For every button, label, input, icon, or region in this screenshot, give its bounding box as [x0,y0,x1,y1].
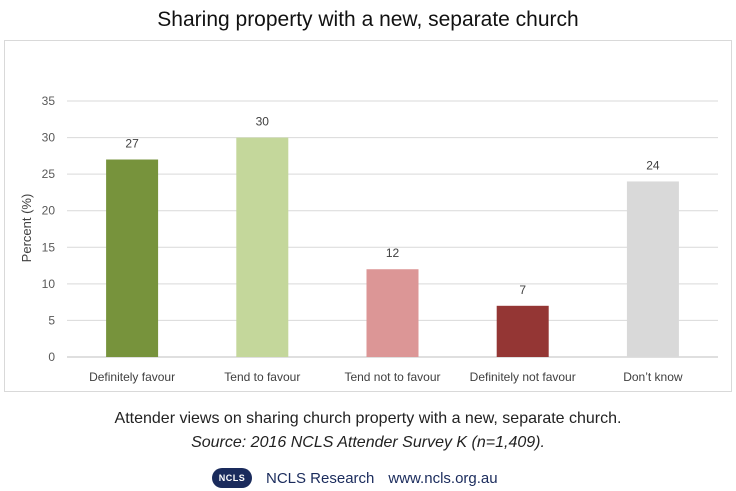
y-tick-label: 15 [42,240,56,254]
data-label: 27 [125,137,139,151]
figure-source: Source: 2016 NCLS Attender Survey K (n=1… [191,434,545,451]
x-tick-label: Definitely not favour [470,370,576,384]
chart-frame [4,40,732,392]
data-label: 30 [256,115,270,129]
ncls-logo: NCLS [212,468,252,488]
y-tick-label: 10 [42,277,56,291]
bar [106,159,159,357]
figure-caption: Attender views on sharing church propert… [114,410,622,427]
bar [366,269,419,357]
bars [106,137,679,357]
x-tick-labels: Definitely favour Tend to favour Tend not … [89,370,683,384]
data-labels: 27 30 12 7 24 [125,115,659,297]
y-tick-label: 20 [42,204,56,218]
bar-chart: 0 5 10 15 20 25 30 35 27 30 12 7 24 Definitely favo… [19,94,718,384]
y-tick-label: 0 [48,350,55,364]
bar [626,181,679,357]
data-label: 7 [519,283,526,297]
x-tick-label: Tend to favour [224,370,300,384]
bar [236,137,289,357]
chart-title: Sharing property with a new, separate ch… [157,8,579,31]
y-tick-label: 35 [42,94,56,108]
x-tick-label: Definitely favour [89,370,175,384]
footer: NCLS NCLS Research www.ncls.org.au [212,466,498,490]
y-tick-label: 30 [42,131,56,145]
y-tick-labels: 0 5 10 15 20 25 30 35 [42,94,56,364]
y-tick-label: 5 [48,313,55,327]
data-label: 24 [646,158,660,172]
data-label: 12 [386,246,400,260]
footer-org: NCLS Research [266,469,375,487]
y-axis-label: Percent (%) [19,194,34,263]
bar [496,305,549,357]
footer-url[interactable]: www.ncls.org.au [388,469,498,487]
y-tick-label: 25 [42,167,56,181]
x-tick-label: Don’t know [623,370,683,384]
x-tick-label: Tend not to favour [344,370,440,384]
